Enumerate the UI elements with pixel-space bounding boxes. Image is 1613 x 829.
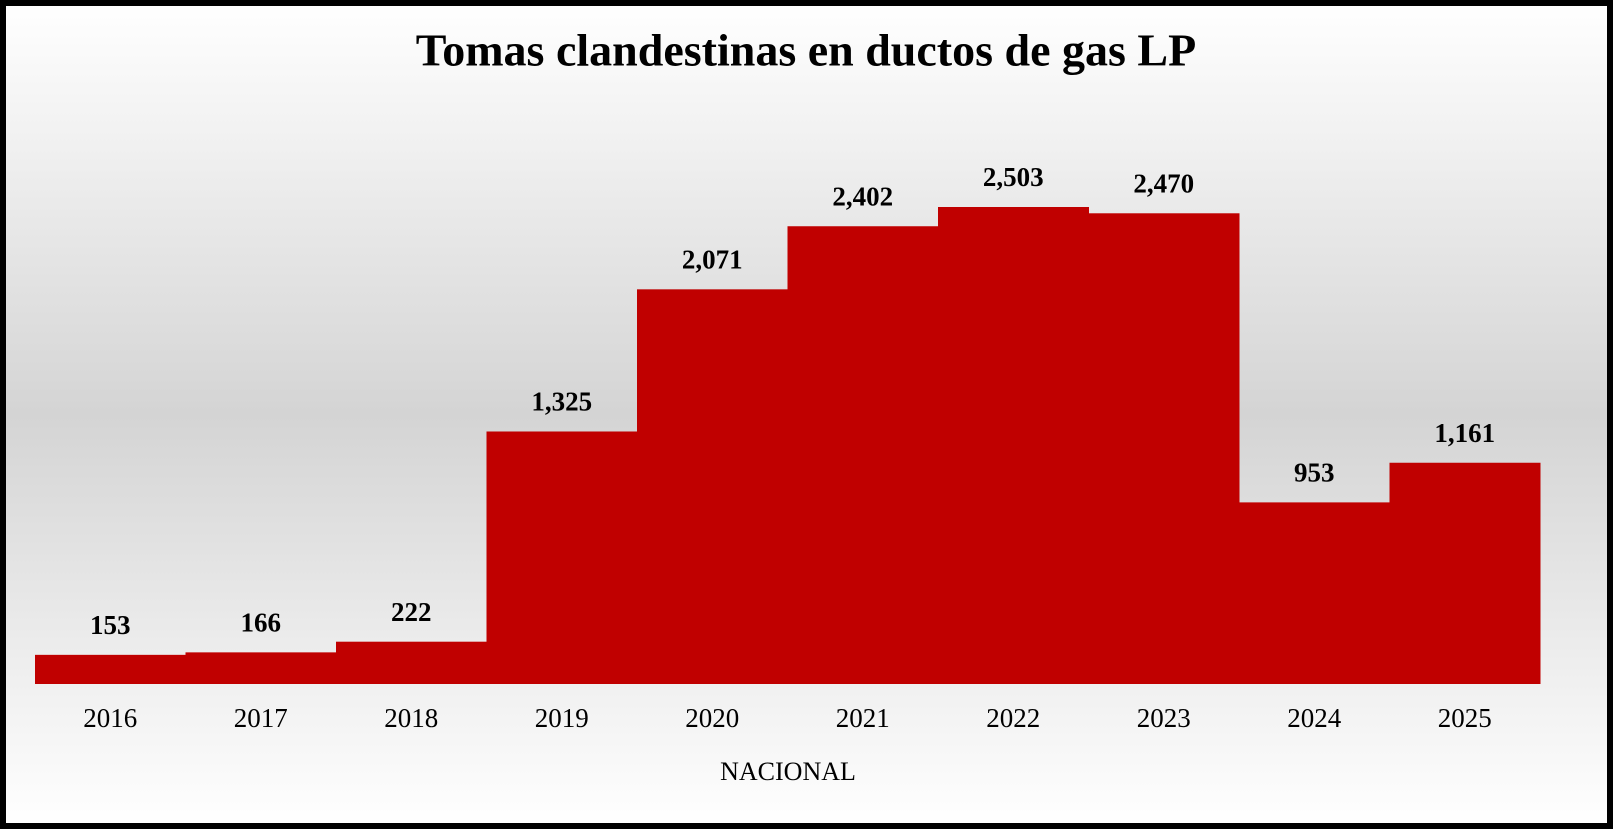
- x-tick-label: 2022: [986, 703, 1040, 733]
- bar: [787, 226, 939, 685]
- x-tick-label: 2019: [535, 703, 589, 733]
- x-tick-label: 2020: [685, 703, 739, 733]
- x-tick-label: 2018: [384, 703, 438, 733]
- data-label: 2,071: [682, 245, 743, 275]
- x-axis-label: NACIONAL: [720, 757, 856, 786]
- x-tick-label: 2021: [836, 703, 890, 733]
- x-tick-label: 2025: [1438, 703, 1492, 733]
- x-tick-label: 2024: [1287, 703, 1342, 733]
- data-label: 2,503: [983, 162, 1044, 192]
- chart-title: Tomas clandestinas en ductos de gas LP: [416, 25, 1196, 76]
- x-tick-label: 2017: [234, 703, 288, 733]
- bar: [637, 289, 788, 684]
- x-tick-label: 2016: [83, 703, 137, 733]
- data-label: 222: [391, 597, 432, 627]
- data-label: 1,325: [531, 387, 592, 417]
- bar: [1389, 462, 1541, 684]
- data-label: 166: [241, 608, 282, 638]
- data-label: 153: [90, 610, 131, 640]
- bar: [336, 641, 487, 684]
- data-label: 2,470: [1133, 168, 1194, 198]
- bar: [185, 652, 337, 684]
- data-label: 2,402: [832, 181, 893, 211]
- bar: [35, 654, 186, 684]
- bar: [1239, 502, 1390, 684]
- bar: [486, 431, 638, 684]
- x-tick-label: 2023: [1137, 703, 1191, 733]
- data-label: 953: [1294, 458, 1335, 488]
- bar: [1088, 213, 1240, 684]
- data-label: 1,161: [1434, 418, 1495, 448]
- bar: [938, 207, 1089, 684]
